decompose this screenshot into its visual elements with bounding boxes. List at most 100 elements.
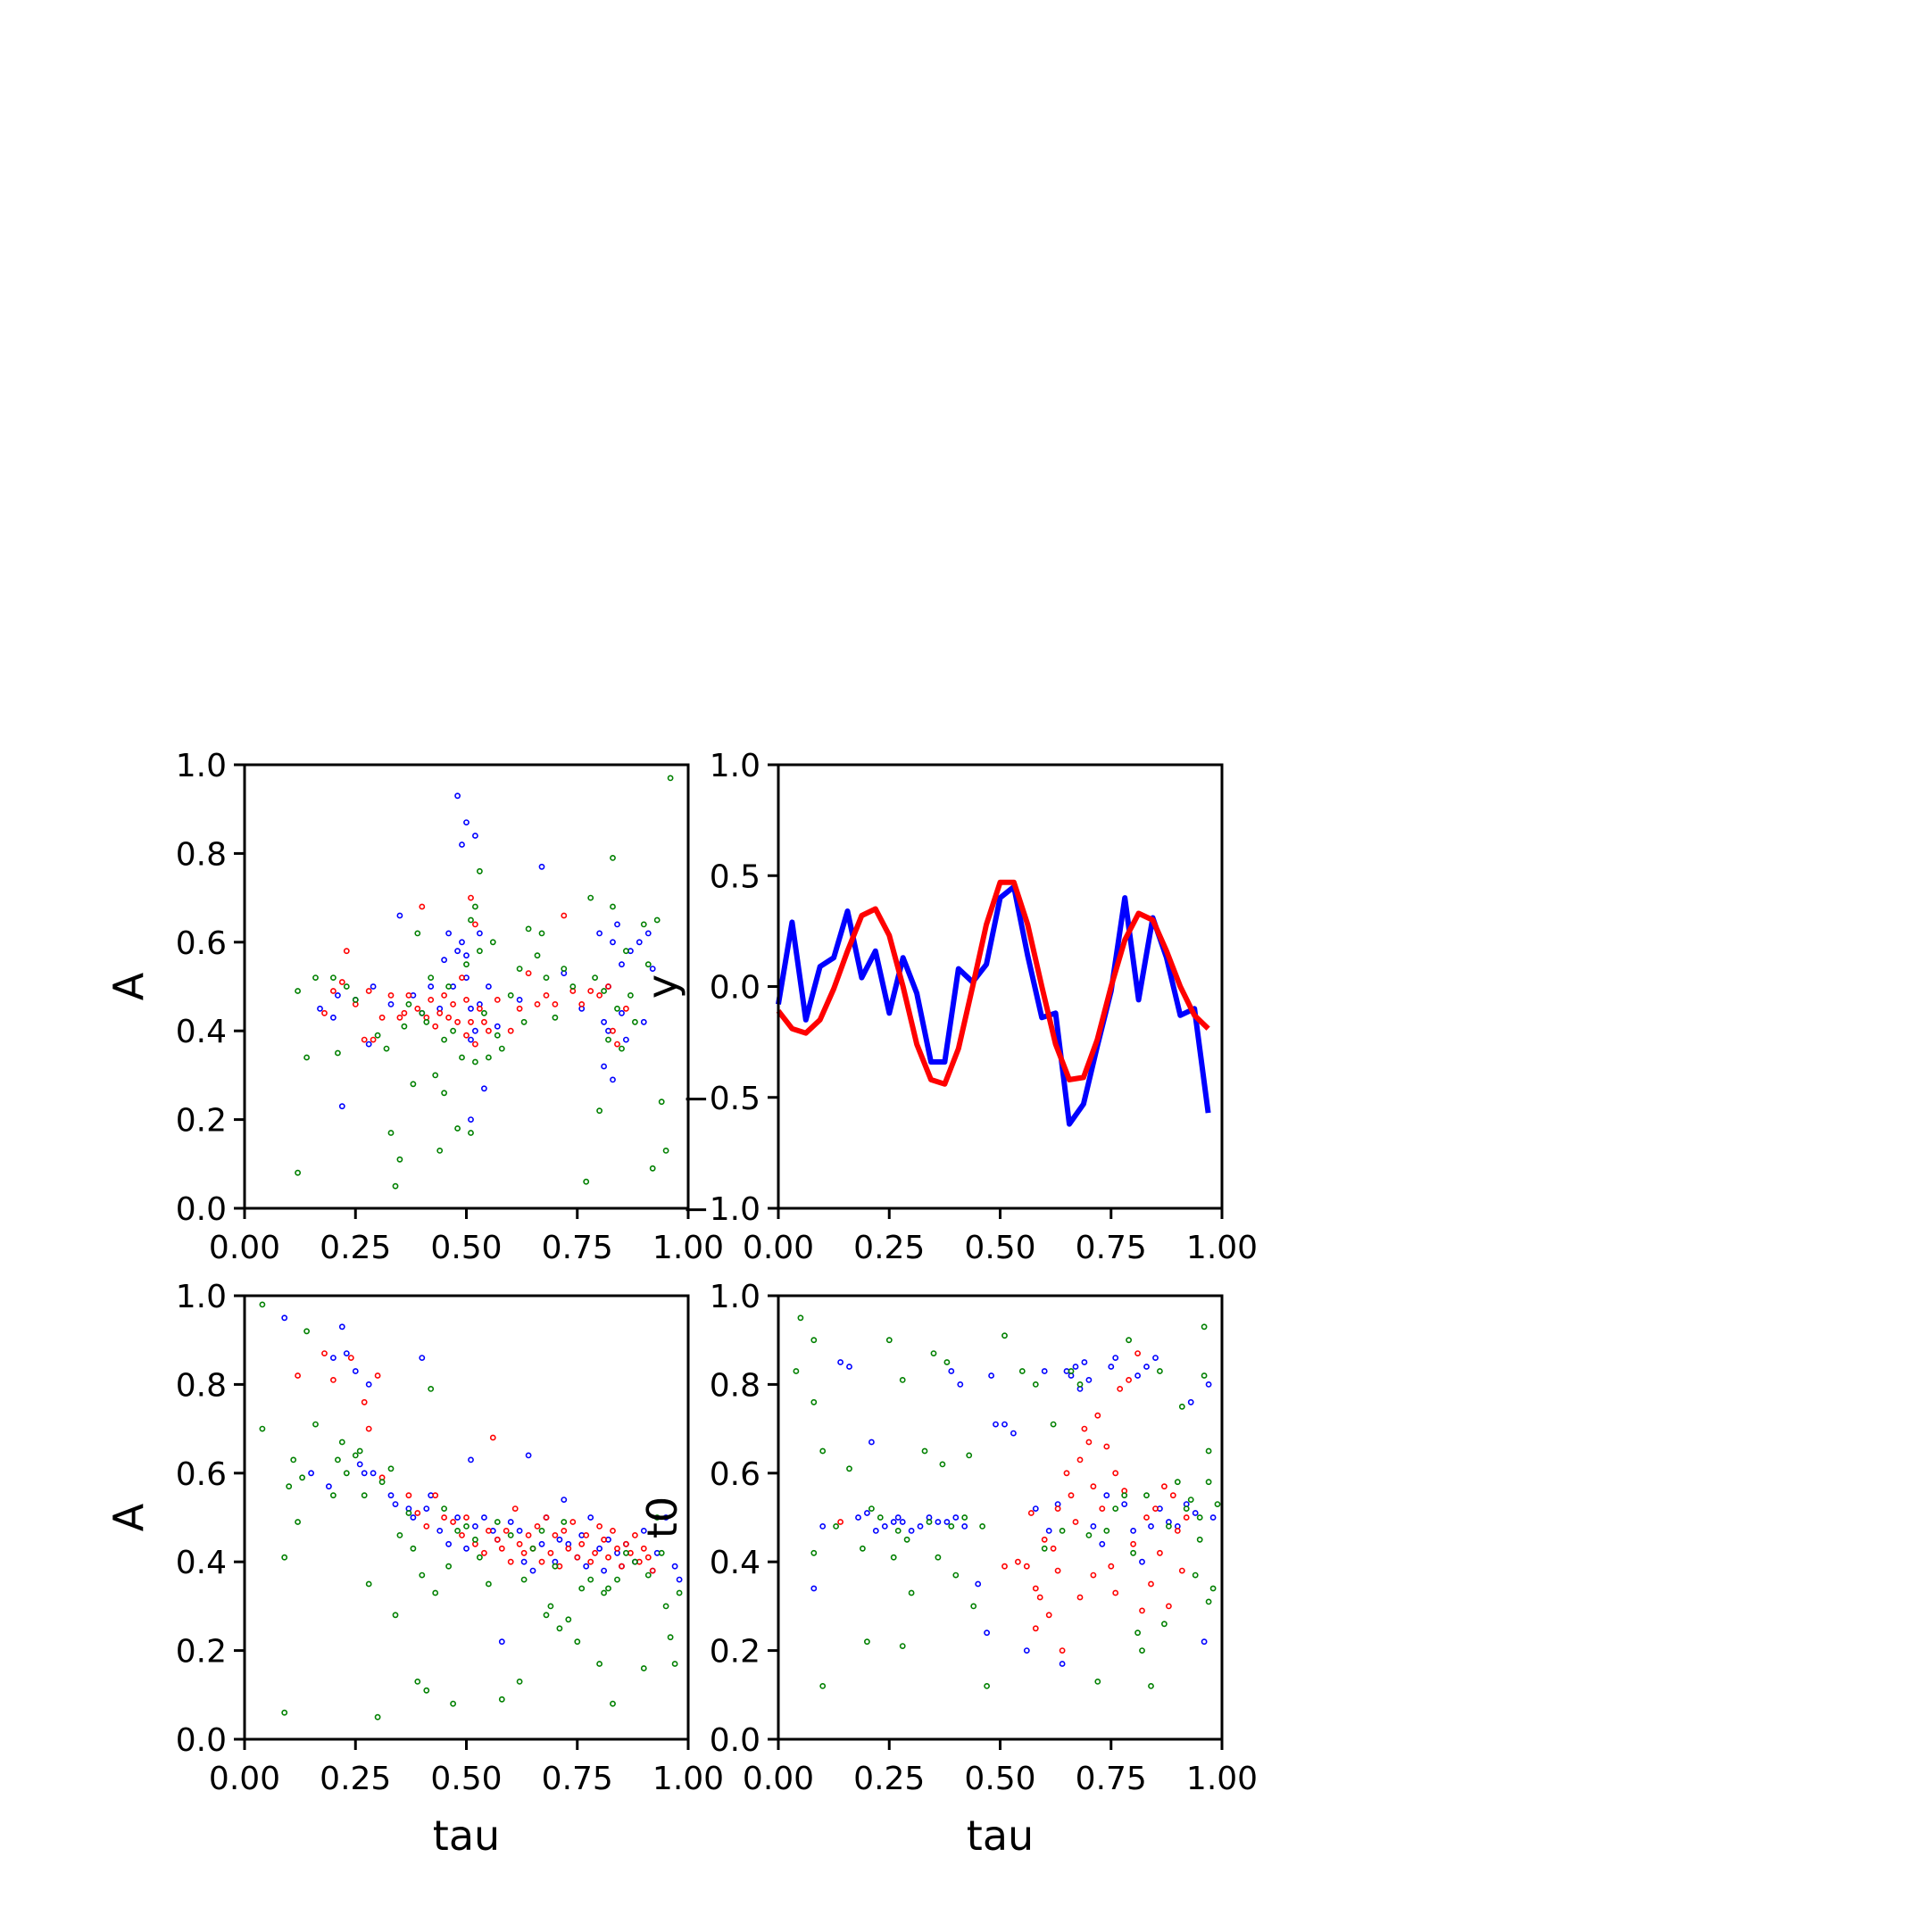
data-point: [481, 1085, 487, 1092]
data-point: [596, 992, 602, 999]
data-point: [1001, 1421, 1008, 1428]
data-point: [325, 1483, 332, 1490]
series-2: [321, 894, 629, 1048]
data-point: [538, 863, 545, 870]
y-axis-label: A: [104, 972, 153, 1000]
data-point: [1201, 1323, 1208, 1331]
data-point: [988, 1372, 994, 1379]
data-point: [1143, 1492, 1150, 1499]
data-point: [658, 1099, 665, 1106]
data-point: [1112, 1505, 1119, 1512]
data-point: [463, 1032, 470, 1039]
data-point: [361, 1398, 368, 1405]
series-2: [295, 1350, 656, 1574]
data-point: [596, 1107, 602, 1115]
data-point: [486, 983, 492, 990]
data-point: [392, 1182, 399, 1190]
data-point: [596, 1661, 602, 1667]
data-point: [374, 1372, 381, 1379]
x-tick-label: 0.25: [320, 1230, 391, 1266]
data-point: [899, 1377, 906, 1383]
data-point: [529, 1545, 536, 1552]
data-point: [507, 992, 514, 999]
data-point: [454, 1528, 461, 1534]
data-point: [1032, 1381, 1039, 1388]
data-point: [459, 1054, 465, 1061]
data-point: [463, 961, 470, 968]
subplot-bottom-right: 0.00 0.25 0.50 0.75 1.000.00.20.40.60.81.0t0…: [638, 1279, 1258, 1860]
data-point: [387, 1001, 395, 1007]
data-point: [361, 1470, 368, 1477]
x-tick-label: 0.50: [964, 1230, 1035, 1266]
data-point: [463, 1545, 470, 1552]
data-point: [667, 775, 674, 782]
data-point: [308, 1470, 314, 1477]
data-point: [338, 1439, 345, 1446]
data-point: [605, 1585, 611, 1592]
data-point: [516, 1679, 523, 1685]
data-point: [819, 1683, 827, 1689]
data-point: [569, 983, 577, 990]
data-point: [454, 1125, 461, 1132]
data-point: [894, 1528, 902, 1534]
data-point: [890, 1554, 897, 1561]
data-point: [494, 1023, 501, 1030]
data-point: [592, 1549, 598, 1556]
data-point: [392, 1612, 399, 1619]
data-point: [993, 1421, 999, 1428]
data-point: [601, 1567, 607, 1574]
y-tick-label: 0.0: [710, 1722, 760, 1759]
data-point: [1117, 1386, 1124, 1392]
y-tick-label: 1.0: [710, 748, 760, 784]
data-point: [1076, 1456, 1084, 1464]
data-point: [644, 1571, 652, 1579]
data-point: [1134, 1372, 1141, 1379]
data-point: [556, 1536, 563, 1543]
data-point: [312, 974, 319, 981]
data-point: [1072, 1364, 1079, 1370]
data-point: [623, 1036, 629, 1043]
data-point: [984, 1683, 990, 1689]
data-point: [1196, 1514, 1203, 1521]
data-point: [561, 1528, 568, 1534]
data-point: [1139, 1558, 1145, 1565]
y-axis-label: t0: [638, 1497, 686, 1538]
data-point: [667, 1634, 674, 1641]
data-point: [414, 930, 421, 937]
data-point: [1108, 1563, 1115, 1570]
data-point: [374, 1032, 381, 1039]
x-axis-label: tau: [433, 1812, 500, 1860]
data-point: [365, 1580, 372, 1588]
data-point: [511, 1505, 519, 1512]
data-point: [525, 970, 532, 976]
data-point: [1214, 1501, 1221, 1507]
data-point: [1205, 1479, 1212, 1486]
data-point: [614, 1545, 620, 1552]
data-point: [1143, 1514, 1150, 1521]
data-point: [1192, 1510, 1199, 1516]
data-point: [463, 1523, 470, 1530]
data-point: [481, 1018, 487, 1025]
data-point: [619, 1563, 625, 1570]
data-point: [477, 1005, 483, 1012]
x-tick-label: 0.50: [430, 1230, 502, 1266]
data-point: [810, 1398, 818, 1405]
data-point: [1041, 1368, 1048, 1374]
data-point: [468, 1116, 474, 1123]
data-point: [378, 1014, 386, 1021]
data-point: [583, 1532, 590, 1538]
data-point: [957, 1381, 964, 1388]
data-point: [494, 1536, 501, 1543]
data-point: [917, 1523, 924, 1530]
data-point: [583, 1563, 590, 1570]
x-tick-label: 0.00: [743, 1230, 814, 1266]
x-tick-label: 0.00: [209, 1230, 280, 1266]
data-point: [547, 1549, 554, 1556]
data-point: [671, 1661, 678, 1667]
data-point: [627, 992, 634, 999]
data-point: [445, 1540, 452, 1547]
data-point: [587, 988, 594, 994]
data-point: [432, 1023, 439, 1030]
data-point: [419, 1009, 426, 1016]
